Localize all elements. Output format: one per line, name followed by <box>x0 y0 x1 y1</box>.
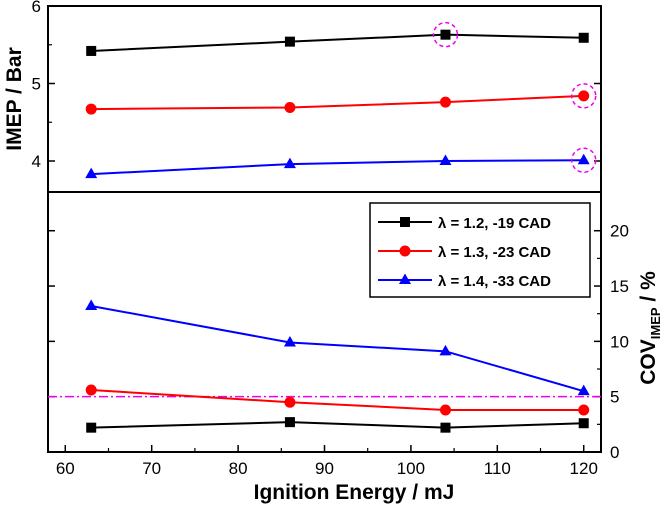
bottom-series-1-point-1 <box>86 422 97 433</box>
legend-label-3: λ = 1.4, -33 CAD <box>438 273 551 290</box>
bottom-y-tick-label-20: 20 <box>610 222 629 241</box>
top-series-3-line <box>91 159 584 176</box>
legend-label-2: λ = 1.3, -23 CAD <box>438 244 551 261</box>
top-y-tick-label-5: 5 <box>32 75 41 94</box>
top-y-tick-label-6: 6 <box>32 0 41 16</box>
bottom-y-tick-label-0: 0 <box>610 443 619 462</box>
legend-marker-3 <box>399 273 411 284</box>
bottom-series-3-point-4 <box>577 384 590 396</box>
bottom-series-1-point-3 <box>440 422 451 433</box>
x-tick-label-110: 110 <box>484 459 511 478</box>
right-y-axis-title-main: COV <box>637 339 660 385</box>
top-series-2-point-4 <box>578 90 590 102</box>
legend-entry-2: λ = 1.3, -23 CAD <box>378 244 551 261</box>
x-tick-label-60: 60 <box>56 459 75 478</box>
legend-marker-2 <box>399 245 411 257</box>
bottom-series-2-point-2 <box>284 396 296 408</box>
right-y-axis-title-subscript: IMEP <box>648 307 663 339</box>
bottom-series-3-point-2 <box>283 335 296 347</box>
top-series-1-point-3 <box>440 29 451 40</box>
top-series-2-point-1 <box>85 103 97 115</box>
top-highlight-circle-3 <box>570 147 597 173</box>
legend-entry-1: λ = 1.2, -19 CAD <box>378 215 551 232</box>
x-tick-label-120: 120 <box>570 459 598 478</box>
right-y-axis-title: COVIMEP / % <box>637 271 663 385</box>
top-series-1-point-2 <box>284 36 295 47</box>
top-highlight-circle-1 <box>432 21 459 48</box>
top-series-3-point-3 <box>439 154 452 165</box>
x-tick-label-100: 100 <box>397 459 425 478</box>
top-series-2-line <box>91 94 584 111</box>
bottom-series-1-point-4 <box>578 418 589 429</box>
legend-marker-1 <box>400 217 410 227</box>
x-tick-label-90: 90 <box>315 459 334 478</box>
legend-entry-3: λ = 1.4, -33 CAD <box>378 273 551 290</box>
top-series-1-point-1 <box>86 45 97 56</box>
bottom-y-tick-label-5: 5 <box>610 388 619 407</box>
x-tick-label-70: 70 <box>142 459 161 478</box>
top-series-2-point-3 <box>439 96 451 108</box>
bottom-y-tick-label-15: 15 <box>610 277 629 296</box>
x-axis-title: Ignition Energy / mJ <box>254 481 455 504</box>
legend-label-1: λ = 1.2, -19 CAD <box>438 215 551 232</box>
top-series-1-line <box>91 33 584 52</box>
bottom-series-3-point-3 <box>439 344 452 356</box>
bottom-y-tick-label-10: 10 <box>610 332 629 351</box>
bottom-series-3-line <box>91 304 584 393</box>
bottom-series-2-point-3 <box>439 404 451 416</box>
bottom-series-1-point-2 <box>284 417 295 428</box>
bottom-series-2-line <box>91 389 584 411</box>
top-y-tick-label-4: 4 <box>32 152 41 171</box>
legend: λ = 1.2, -19 CAD λ = 1.3, -23 CAD λ = 1.… <box>369 202 591 298</box>
bottom-series-2-point-1 <box>85 384 97 396</box>
bottom-series-3-point-1 <box>85 299 98 310</box>
x-tick-label-80: 80 <box>229 459 248 478</box>
top-y-axis-title: IMEP / Bar <box>3 47 26 150</box>
top-highlight-circle-2 <box>570 83 597 109</box>
top-series-1-point-4 <box>578 32 589 43</box>
bottom-series-2-point-4 <box>578 404 590 416</box>
top-series-2-point-2 <box>284 102 296 114</box>
right-y-axis-title-suffix: / % <box>637 271 660 308</box>
top-series-3-point-2 <box>283 157 296 169</box>
top-series-3-point-4 <box>577 153 590 165</box>
top-series-3-point-1 <box>85 167 98 179</box>
bottom-series-1-line <box>91 421 584 429</box>
